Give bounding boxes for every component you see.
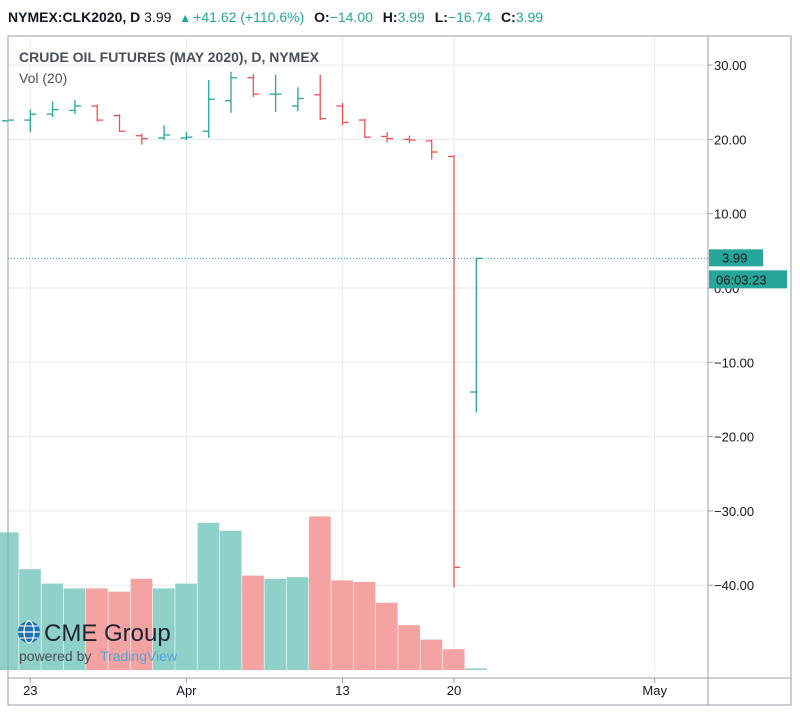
- volume-bar-8: [175, 583, 197, 670]
- open-label: O:: [314, 9, 330, 25]
- y-tick-label-7: −40.00: [714, 578, 754, 593]
- ohlc-bars: [2, 71, 483, 588]
- volume-bar-6: [130, 578, 153, 670]
- last-price-line: 3.99 06:03:23: [8, 249, 787, 289]
- y-tick-label-1: 20.00: [714, 132, 747, 147]
- x-tick-label-3: 20: [447, 683, 461, 698]
- price-axis[interactable]: 30.0020.0010.000.00−10.00−20.00−30.00−40…: [708, 58, 754, 593]
- ohlc-bar-2: [46, 101, 59, 118]
- ohlc-bar-1: [24, 109, 37, 132]
- ohlc-bar-8: [180, 131, 193, 141]
- x-tick-label-1: Apr: [176, 683, 197, 698]
- ohlc-bar-17: [381, 131, 394, 143]
- open-value: −14.00: [329, 9, 373, 25]
- globe-icon: [18, 620, 40, 644]
- ohlc-bar-18: [403, 135, 416, 144]
- price-change: +41.62 (+110.6%): [193, 9, 305, 25]
- volume-bar-17: [375, 602, 398, 670]
- triangle-up-icon: ▲: [179, 11, 192, 25]
- volume-bar-21: [465, 668, 487, 670]
- x-tick-label-0: 23: [23, 683, 37, 698]
- volume-bar-7: [152, 588, 175, 670]
- high-label: H:: [382, 9, 398, 25]
- tradingview-link[interactable]: TradingView: [100, 648, 178, 664]
- volume-bar-1: [19, 569, 41, 670]
- y-tick-label-4: −10.00: [714, 355, 754, 370]
- volume-bar-18: [398, 625, 420, 670]
- close-value: 3.99: [515, 9, 544, 25]
- ohlc-bar-3: [68, 100, 81, 115]
- ohlc-bar-6: [135, 133, 148, 145]
- x-tick-label-2: 13: [335, 683, 349, 698]
- volume-bar-15: [331, 580, 354, 670]
- volume-bar-9: [197, 522, 220, 670]
- x-tick-label-4: May: [642, 683, 667, 698]
- ohlc-bar-19: [425, 139, 438, 160]
- cme-group-name: CME Group: [44, 620, 171, 647]
- last-price-badge-text: 3.99: [722, 250, 747, 265]
- svg-text:powered by TradingView: powered by TradingView: [19, 648, 178, 664]
- cme-logo: CME Group powered by TradingView: [18, 620, 178, 664]
- volume-bar-13: [286, 577, 309, 670]
- ohlc-bar-11: [247, 74, 260, 98]
- low-value: −16.74: [447, 9, 492, 25]
- volume-bar-16: [353, 582, 376, 670]
- close-label: C:: [501, 9, 516, 25]
- y-tick-label-2: 10.00: [714, 207, 747, 222]
- ohlc-bar-5: [113, 114, 126, 132]
- ohlc-bar-7: [158, 125, 171, 141]
- ohlc-bar-12: [269, 74, 282, 112]
- chart-title: CRUDE OIL FUTURES (MAY 2020), D, NYMEX: [19, 49, 320, 65]
- volume-bar-4: [86, 588, 108, 670]
- volume-bar-11: [242, 575, 264, 670]
- ohlc-bar-15: [336, 102, 349, 126]
- grid: [8, 36, 708, 670]
- y-tick-label-0: 30.00: [714, 58, 747, 73]
- volume-bar-0: [0, 532, 19, 670]
- countdown-text: 06:03:23: [716, 272, 767, 287]
- volume-bar-19: [420, 639, 443, 670]
- volume-bars: [0, 516, 487, 670]
- volume-legend: Vol (20): [19, 70, 67, 86]
- countdown-badge: [709, 270, 787, 289]
- volume-bar-20: [442, 649, 465, 670]
- y-tick-label-5: −20.00: [714, 430, 754, 445]
- volume-bar-5: [108, 591, 131, 670]
- ohlc-bar-16: [358, 118, 371, 138]
- time-axis[interactable]: 23 Apr 13 20 May: [23, 678, 667, 698]
- ohlc-bar-10: [225, 71, 237, 113]
- volume-bar-2: [41, 583, 64, 670]
- volume-bar-14: [309, 516, 331, 670]
- ohlc-bar-4: [91, 104, 104, 122]
- ohlc-bar-20: [448, 155, 460, 588]
- ohlc-bar-13: [291, 87, 304, 112]
- y-tick-label-6: −30.00: [714, 504, 754, 519]
- high-value: 3.99: [397, 9, 425, 25]
- low-label: L:: [434, 9, 448, 25]
- ohlc-bar-21: [470, 257, 483, 413]
- chart-frame: [7, 35, 792, 706]
- powered-by-label: powered by: [19, 648, 91, 664]
- volume-bar-10: [219, 530, 242, 670]
- volume-bar-3: [63, 588, 86, 670]
- symbol-header: NYMEX:CLK2020, D 3.99 ▲ +41.62 (+110.6%) …: [8, 9, 543, 25]
- last-price-badge: [709, 249, 763, 267]
- volume-bar-12: [264, 578, 287, 670]
- ohlc-bar-14: [314, 74, 327, 121]
- symbol-label: NYMEX:CLK2020, D: [8, 9, 141, 25]
- last-price: 3.99: [144, 9, 172, 25]
- ohlc-bar-9: [202, 79, 215, 138]
